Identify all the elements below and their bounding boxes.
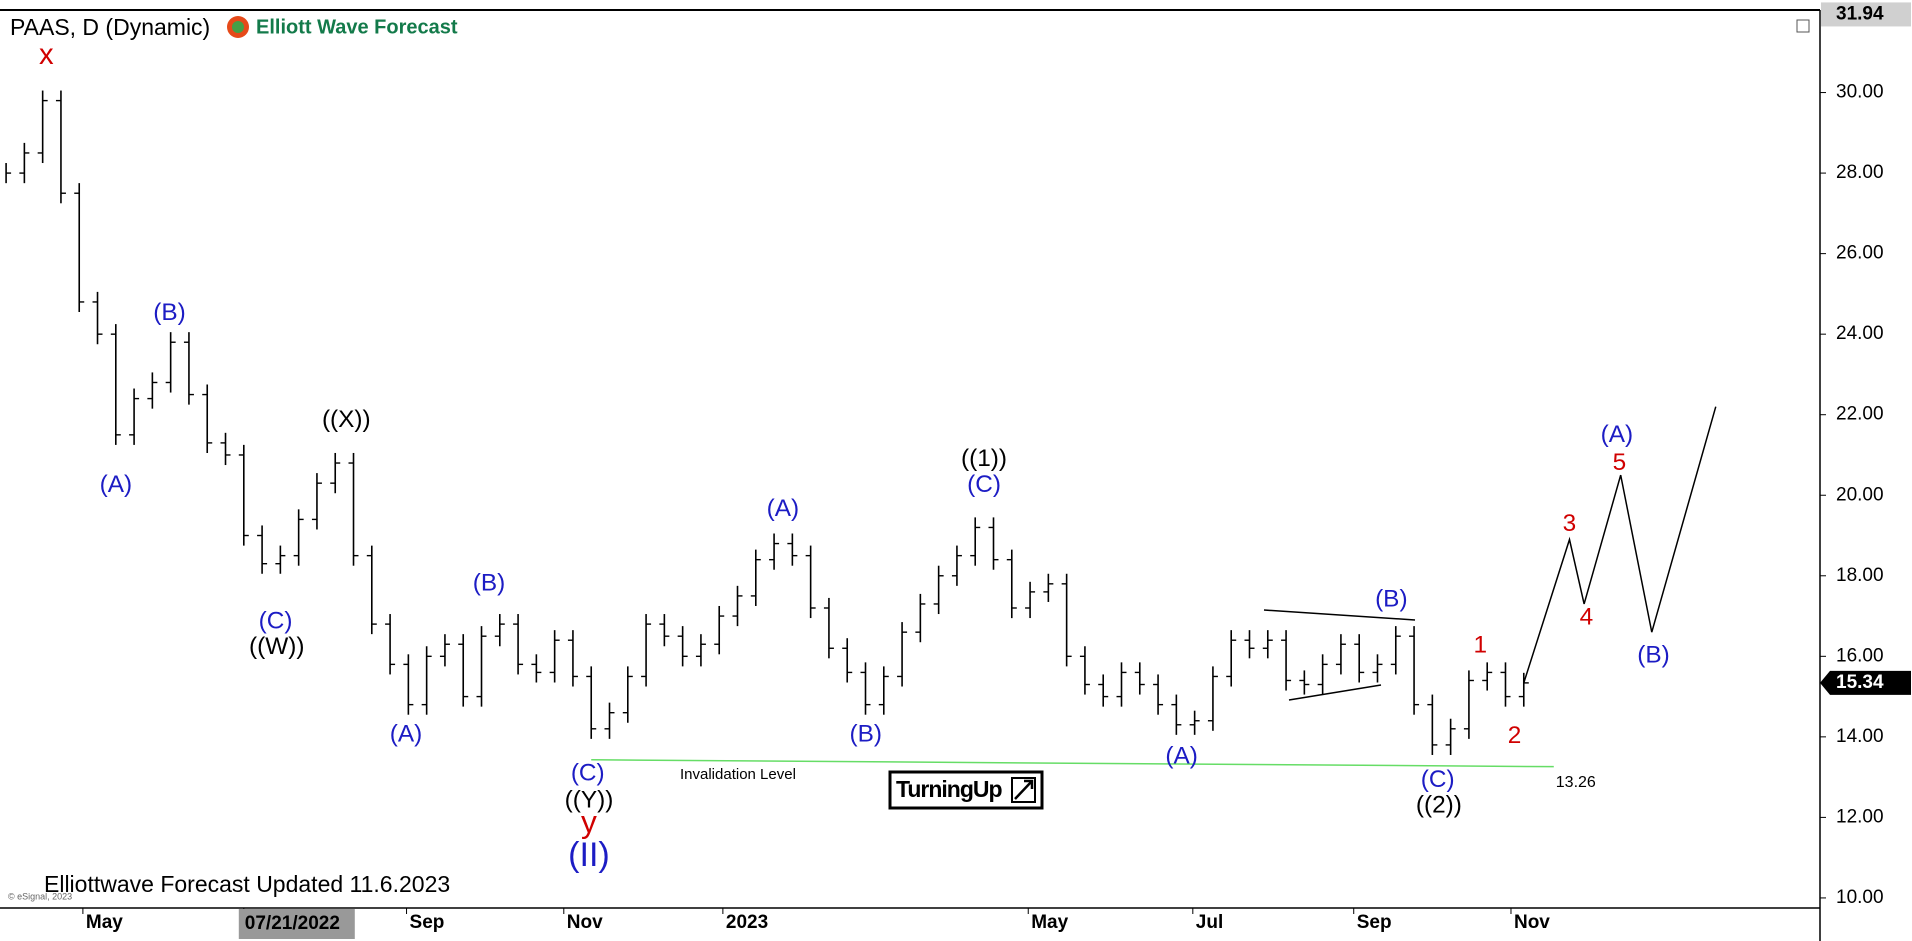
invalidation-line (591, 759, 1554, 768)
y-tick-label: 30.00 (1836, 82, 1884, 103)
y-tick-label: 26.00 (1836, 243, 1884, 264)
badge-icon (1011, 777, 1036, 803)
badge-text: TurningUp (896, 776, 1002, 802)
x-tick-label: 2023 (726, 912, 768, 933)
x-tick-label: Nov (1514, 912, 1550, 933)
y-tick-label: 28.00 (1836, 162, 1884, 183)
x-tick-label: Sep (410, 912, 445, 933)
wave-label: (A) (1165, 743, 1198, 770)
footer-text: Elliottwave Forecast Updated 11.6.2023 (44, 871, 450, 897)
wave-label: 3 (1563, 510, 1577, 537)
x-tick-label: Jul (1196, 912, 1223, 933)
badge-arrow (1014, 779, 1034, 800)
x-tick-label: May (1031, 912, 1068, 933)
wave-label: (A) (100, 471, 133, 498)
wave-label: (B) (1375, 585, 1408, 612)
chart-title: PAAS, D (Dynamic) (10, 14, 210, 40)
last-price-label: 15.34 (1836, 672, 1884, 693)
wave-label: (C) (967, 471, 1001, 498)
wave-label: (A) (1601, 421, 1634, 448)
y-tick-label: 20.00 (1836, 484, 1884, 505)
wave-label: (B) (1637, 641, 1670, 668)
copyright: © eSignal, 2023 (8, 891, 72, 901)
brand-logo: Elliott Wave Forecast (227, 16, 458, 38)
wave-label: (II) (568, 836, 610, 874)
y-tick-label: 22.00 (1836, 404, 1884, 425)
wave-label: 2 (1508, 722, 1522, 749)
wave-label: ((1)) (961, 445, 1007, 472)
wave-label: x (39, 39, 54, 71)
wave-label: ((2)) (1416, 791, 1462, 818)
wave-label: (C) (571, 760, 605, 787)
wave-label: 1 (1474, 632, 1488, 659)
y-tick-label: 24.00 (1836, 323, 1884, 344)
top-price-box (1821, 2, 1911, 27)
wave-label: (C) (259, 607, 293, 634)
wave-label: (A) (767, 495, 800, 522)
wave-label: 4 (1580, 604, 1594, 631)
triangle-lower (1288, 684, 1382, 701)
logo-icon-inner (232, 21, 244, 33)
x-tick-label: Nov (567, 912, 603, 933)
wave-label: (B) (850, 721, 883, 748)
wave-label: (B) (473, 570, 506, 597)
invalidation-value: 13.26 (1556, 774, 1596, 791)
turning-up-badge: TurningUp (888, 770, 1044, 810)
invalidation-label: Invalidation Level (680, 766, 796, 783)
triangle-upper (1263, 609, 1416, 621)
y-tick-label: 18.00 (1836, 565, 1884, 586)
x-tick-label: Sep (1357, 912, 1392, 933)
y-tick-label: 14.00 (1836, 726, 1884, 747)
wave-label: ((X)) (322, 406, 371, 433)
wave-label: (B) (153, 299, 186, 326)
window-button[interactable] (1796, 19, 1810, 33)
projection-path (1523, 406, 1717, 684)
crosshair-box (238, 909, 355, 939)
top-price-label: 31.94 (1836, 3, 1884, 24)
y-tick-label: 12.00 (1836, 806, 1884, 827)
wave-label: (A) (390, 721, 423, 748)
wave-label: (C) (1421, 766, 1455, 793)
brand-name: Elliott Wave Forecast (256, 16, 458, 38)
last-price-box (1820, 670, 1911, 695)
y-tick-label: 16.00 (1836, 645, 1884, 666)
x-tick-label: May (86, 912, 123, 933)
wave-label: y (581, 804, 597, 840)
y-tick-label: 10.00 (1836, 887, 1884, 908)
wave-label: 5 (1613, 449, 1627, 476)
wave-label: ((Y)) (565, 787, 614, 814)
wave-label: ((W)) (249, 633, 304, 660)
crosshair-label: 07/21/2022 (245, 913, 340, 934)
